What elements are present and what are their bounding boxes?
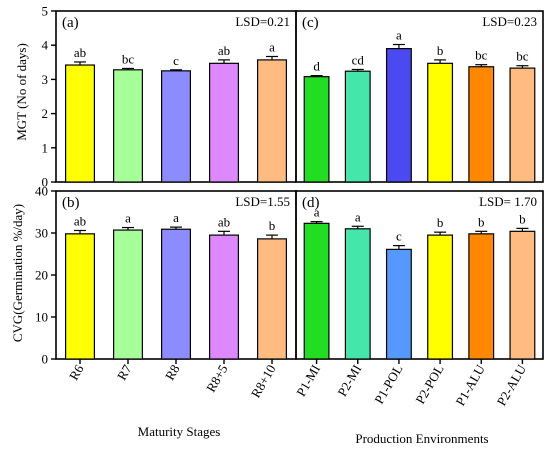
x-axis-label-right: Production Environments: [355, 431, 488, 446]
panel-b-lsd: LSD=1.55: [235, 194, 290, 209]
significance-letter-d-P2-ALU: b: [519, 211, 526, 226]
panel-a-ytick-label: 3: [42, 72, 49, 87]
bar-b-R8+10: [257, 238, 288, 360]
significance-letter-d-P1-ALU: b: [478, 214, 485, 229]
significance-letter-d-P1-POL: c: [396, 229, 402, 244]
bar-d-P2-MI: [344, 228, 371, 360]
bar-c-P2-POL: [427, 62, 454, 183]
bar-b-R6: [64, 233, 95, 360]
bar-a-R8+5: [209, 62, 240, 183]
significance-letter-d-P2-MI: a: [355, 209, 361, 224]
panel-a-ytick-label: 5: [42, 4, 49, 19]
xtick-label-b-R8+5: R8+5: [203, 362, 230, 395]
significance-letter-b-R7: a: [125, 211, 131, 226]
bar-b-R7: [112, 229, 143, 360]
xtick-label-d-P1-POL: P1-POL: [371, 362, 405, 406]
y-axis-label-top: MGT (No of days): [14, 43, 29, 141]
significance-letter-a-R7: bc: [122, 51, 135, 66]
bar-a-R6: [64, 64, 95, 183]
xtick-label-d-P2-ALU: P2-ALU: [494, 361, 530, 408]
bar-c-P1-MI: [303, 76, 330, 183]
y-axis-label-bottom: CVG(Germination %/day): [10, 204, 25, 342]
panel-d-label: (d): [302, 195, 320, 211]
xtick-label-b-R7: R7: [114, 362, 135, 383]
panel-a-ytick-label: 1: [42, 140, 49, 155]
significance-letter-a-R8+10: a: [269, 39, 275, 54]
xtick-label-d-P1-ALU: P1-ALU: [452, 361, 488, 408]
bar-a-R7: [112, 69, 143, 183]
significance-letter-b-R8+10: b: [269, 218, 276, 233]
bar-c-P2-ALU: [509, 67, 536, 183]
significance-letter-b-R6: ab: [74, 213, 86, 228]
significance-letter-c-P2-POL: b: [437, 43, 444, 58]
bar-d-P2-ALU: [509, 230, 536, 360]
bar-d-P1-ALU: [468, 233, 495, 360]
panel-b-ytick-label: 0: [42, 352, 49, 367]
panel-c-lsd: LSD=0.23: [482, 14, 537, 29]
panel-b-label: (b): [62, 195, 80, 211]
bar-c-P2-MI: [344, 70, 371, 183]
panel-b-ytick-label: 30: [35, 226, 48, 241]
xtick-label-b-R6: R6: [66, 362, 87, 383]
bar-d-P1-MI: [303, 222, 330, 360]
panel-b-ytick-label: 20: [35, 268, 48, 283]
bar-d-P1-POL: [385, 248, 412, 360]
bar-a-R8: [161, 70, 192, 183]
xtick-label-d-P2-MI: P2-MI: [334, 362, 364, 399]
panel-a-lsd: LSD=0.21: [235, 14, 290, 29]
panel-a-label: (a): [62, 15, 79, 31]
panel-a-ytick-label: 4: [42, 38, 49, 53]
significance-letter-a-R8+5: ab: [218, 43, 230, 58]
significance-letter-c-P2-ALU: bc: [516, 49, 529, 64]
panel-d-frame: [295, 190, 544, 360]
significance-letter-d-P2-POL: b: [437, 215, 444, 230]
panel-d-lsd: LSD= 1.70: [479, 194, 537, 209]
bar-c-P1-ALU: [468, 66, 495, 183]
panel-b-ytick-label: 40: [35, 184, 48, 199]
bar-d-P2-POL: [427, 234, 454, 360]
significance-letter-c-P2-MI: cd: [352, 52, 365, 67]
panel-c-label: (c): [302, 15, 319, 31]
panel-c-frame: [295, 10, 544, 183]
significance-letter-c-P1-POL: a: [396, 28, 402, 43]
panel-a-ytick-label: 2: [42, 106, 49, 121]
xtick-label-d-P1-MI: P1-MI: [293, 362, 323, 399]
x-axis-label-left: Maturity Stages: [138, 424, 221, 439]
significance-letter-c-P1-MI: d: [313, 59, 320, 74]
bar-b-R8+5: [209, 234, 240, 360]
xtick-label-b-R8: R8: [162, 362, 183, 383]
xtick-label-b-R8+10: R8+10: [248, 362, 279, 400]
bar-b-R8: [161, 228, 192, 360]
xtick-label-d-P2-POL: P2-POL: [412, 362, 446, 406]
panel-a-ytick-label: 0: [42, 175, 49, 190]
significance-letter-d-P1-MI: a: [314, 205, 320, 220]
significance-letter-c-P1-ALU: bc: [475, 48, 488, 63]
bar-c-P1-POL: [385, 48, 412, 183]
significance-letter-a-R8: c: [173, 53, 179, 68]
bar-a-R8+10: [257, 59, 288, 183]
significance-letter-a-R6: ab: [74, 45, 86, 60]
significance-letter-b-R8: a: [173, 210, 179, 225]
panel-b-ytick-label: 10: [35, 310, 48, 325]
significance-letter-b-R8+5: ab: [218, 214, 230, 229]
